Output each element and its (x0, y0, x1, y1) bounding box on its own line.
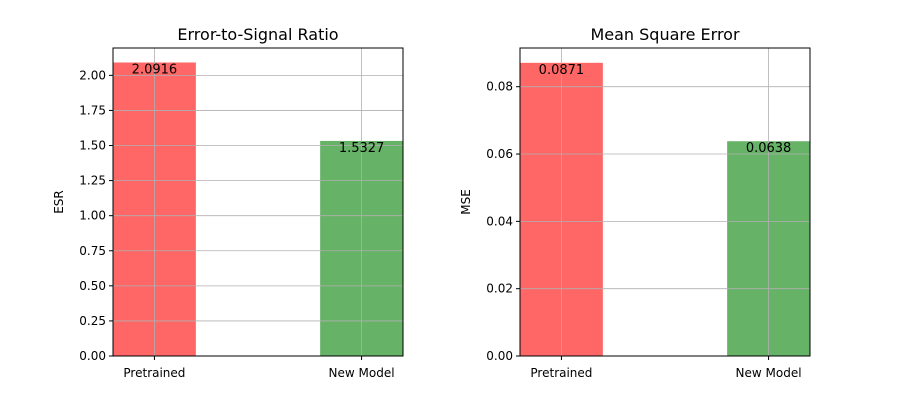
axes-frame (112, 47, 404, 357)
y-tick-label: 0.02 (486, 282, 513, 296)
y-tick-label: 1.00 (79, 209, 106, 223)
data-label: 0.0638 (746, 141, 792, 156)
y-tick-label: 0.50 (79, 279, 106, 293)
y-tick-label: 1.25 (79, 174, 106, 188)
chart-title: Error-to-Signal Ratio (177, 25, 338, 44)
x-tick-label: New Model (736, 366, 802, 380)
y-tick-label: 0.06 (486, 147, 513, 161)
chart-title: Mean Square Error (590, 25, 740, 44)
y-tick-label: 0.75 (79, 244, 106, 258)
x-tick-label: Pretrained (530, 366, 592, 380)
y-axis-label: MSE (459, 189, 473, 215)
y-tick-label: 0.25 (79, 314, 106, 328)
data-label: 0.0871 (539, 63, 585, 78)
y-tick-label: 1.75 (79, 103, 106, 117)
y-tick-label: 1.50 (79, 139, 106, 153)
data-label: 1.5327 (339, 141, 385, 156)
y-tick-label: 0.04 (486, 214, 513, 228)
data-label: 2.0916 (132, 63, 178, 78)
chart-1: 2.0916 1.5327 0.00 0.25 0.50 0.75 1.00 1.25 1.50… (52, 25, 404, 380)
y-tick-label: 0.08 (486, 80, 513, 94)
x-tick-label: Pretrained (123, 366, 185, 380)
x-tick-label: New Model (329, 366, 395, 380)
y-tick-label: 0.00 (486, 349, 513, 363)
y-axis-label: ESR (52, 190, 66, 214)
axes-frame (519, 47, 811, 357)
y-tick-label: 2.00 (79, 68, 106, 82)
chart-2: 0.0871 0.0638 0.00 0.02 0.04 0.06 0.08 Pretrain… (459, 25, 811, 380)
charts-container: 2.0916 1.5327 0.00 0.25 0.50 0.75 1.00 1.25 1.50… (52, 25, 811, 380)
y-tick-label: 0.00 (79, 349, 106, 363)
